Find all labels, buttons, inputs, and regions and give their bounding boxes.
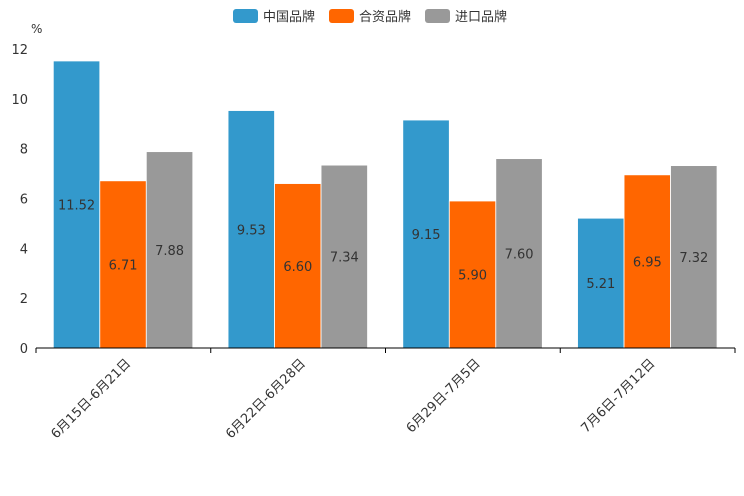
y-tick-label: 0 <box>20 342 28 357</box>
legend-swatch <box>329 9 354 23</box>
bar <box>320 164 368 349</box>
legend-swatch <box>233 9 258 23</box>
y-axis-unit-label: % <box>31 22 42 36</box>
bar-value-label: 5.21 <box>586 277 615 292</box>
y-tick-label: 12 <box>11 43 28 58</box>
x-category-label: 6月15日-6月21日 <box>48 356 134 442</box>
legend-label: 进口品牌 <box>455 9 507 25</box>
bar-value-label: 5.90 <box>458 268 487 283</box>
bar-value-label: 7.34 <box>330 251 359 266</box>
bar <box>227 110 275 349</box>
y-tick-label: 6 <box>20 193 28 208</box>
y-tick-label: 8 <box>20 143 28 158</box>
bar <box>274 183 322 349</box>
bar-value-label: 7.60 <box>505 247 534 262</box>
legend-swatch <box>425 9 450 23</box>
y-tick-label: 2 <box>20 292 28 307</box>
bars: 11.52 6.71 7.88 9.53 6.60 7.34 9.15 5.90 7.60 5.2… <box>52 60 718 349</box>
bar-value-label: 6.71 <box>109 258 138 273</box>
bar <box>52 60 101 349</box>
legend-label: 中国品牌 <box>263 9 315 25</box>
bar-value-label: 9.15 <box>412 228 441 243</box>
y-tick-label: 4 <box>20 242 28 257</box>
bar <box>99 180 147 349</box>
y-axis: 0 2 4 6 8 10 12 <box>11 43 28 357</box>
bar <box>577 217 625 349</box>
y-tick-label: 10 <box>11 93 28 108</box>
x-category-label: 7月6日-7月12日 <box>579 356 659 436</box>
legend-label: 合资品牌 <box>359 9 411 25</box>
bar-value-label: 7.88 <box>155 244 184 259</box>
x-axis: 6月15日-6月21日 6月22日-6月28日 6月29日-7月5日 7月6日-7月1… <box>35 347 736 442</box>
bar-value-label: 7.32 <box>679 251 708 266</box>
bar-value-label: 6.60 <box>283 260 312 275</box>
bar-value-label: 6.95 <box>633 255 662 270</box>
legend: 中国品牌 合资品牌 进口品牌 <box>233 9 507 25</box>
bar <box>145 151 194 349</box>
x-category-label: 6月22日-6月28日 <box>223 356 309 442</box>
bar <box>670 165 718 349</box>
bar <box>448 200 497 349</box>
bar-value-label: 11.52 <box>58 198 95 213</box>
x-category-label: 6月29日-7月5日 <box>404 356 484 436</box>
bar-value-label: 9.53 <box>237 223 266 238</box>
